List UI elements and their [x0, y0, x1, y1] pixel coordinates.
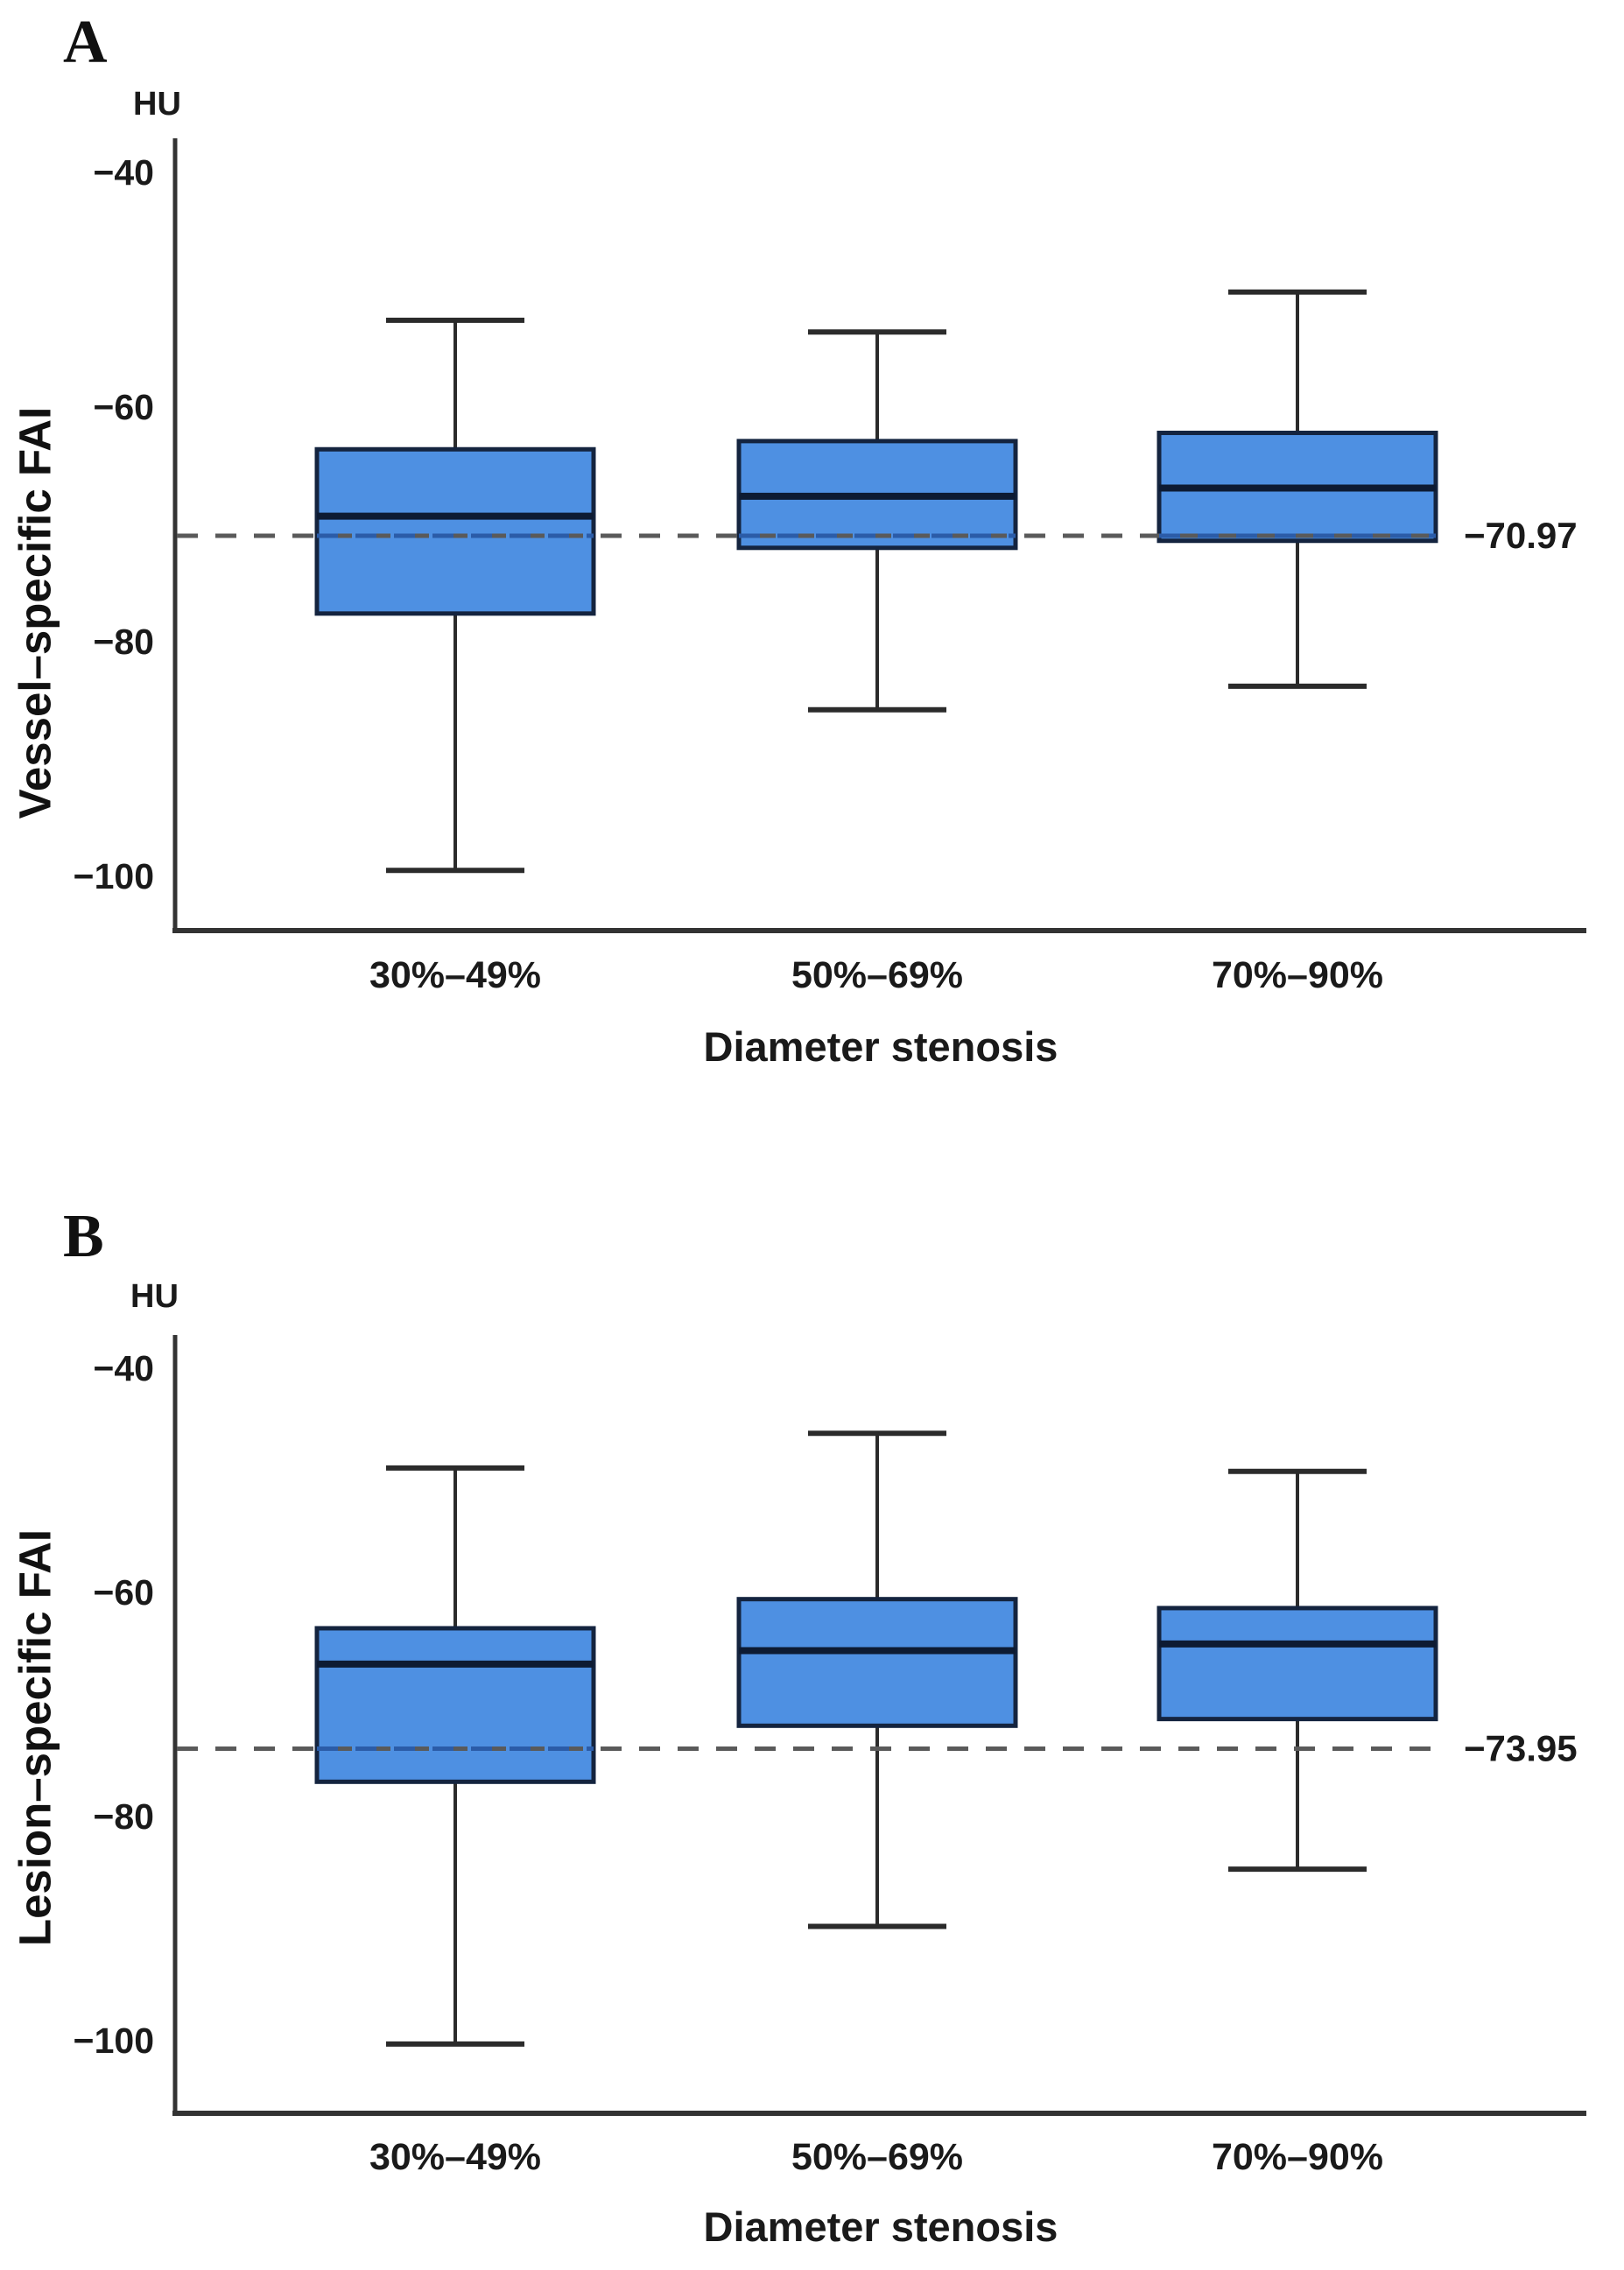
iqr-box	[736, 1597, 1018, 1728]
panel-b-letter: B	[63, 1203, 104, 1270]
x-axis-title: Diameter stenosis	[704, 2203, 1058, 2250]
iqr-box	[314, 446, 596, 616]
y-tick-label: −60	[93, 1572, 154, 1613]
x-axis-title: Diameter stenosis	[704, 1023, 1058, 1070]
y-tick-label: −60	[93, 387, 154, 427]
y-tick-label: −40	[93, 1348, 154, 1388]
y-tick-label: −100	[74, 2021, 154, 2061]
x-tick-label: 70%–90%	[1212, 954, 1383, 996]
reference-value-label: −70.97	[1464, 515, 1578, 556]
panel-a-unit-label: HU	[133, 86, 181, 123]
reference-value-label: −73.95	[1464, 1728, 1578, 1769]
y-tick-label: −40	[93, 152, 154, 193]
iqr-box	[314, 1626, 596, 1784]
x-tick-label: 50%–69%	[791, 954, 963, 996]
y-tick-label: −100	[74, 856, 154, 896]
x-tick-label: 30%–49%	[369, 954, 541, 996]
iqr-box	[1156, 1606, 1438, 1722]
y-tick-label: −80	[93, 622, 154, 662]
y-tick-label: −80	[93, 1796, 154, 1837]
panel-b-unit-label: HU	[130, 1278, 179, 1315]
panel-a-letter: A	[63, 9, 108, 76]
x-tick-label: 30%–49%	[369, 2136, 541, 2178]
x-tick-label: 50%–69%	[791, 2136, 963, 2178]
x-tick-label: 70%–90%	[1212, 2136, 1383, 2178]
